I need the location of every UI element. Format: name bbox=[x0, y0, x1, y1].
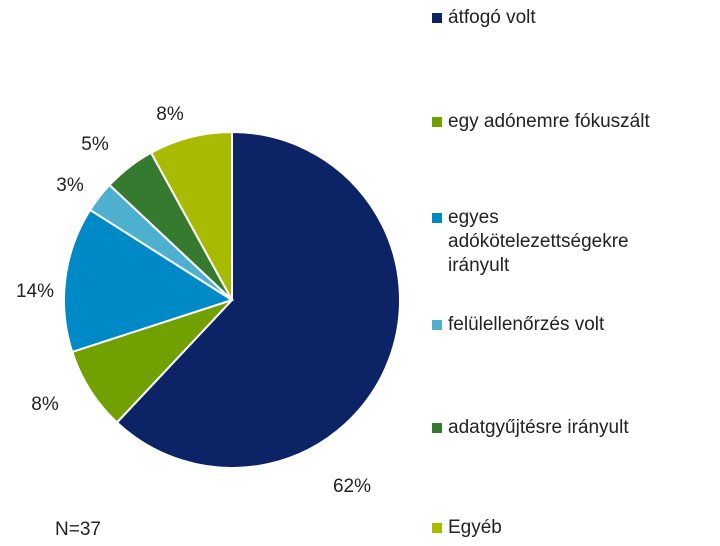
pie-slice bbox=[115, 130, 401, 469]
legend-item: átfogó volt bbox=[432, 6, 712, 30]
note: N=37 bbox=[55, 519, 101, 540]
pie-slice bbox=[149, 130, 233, 301]
legend-item: felülellenőrzés volt bbox=[432, 313, 712, 337]
legend-swatch bbox=[432, 117, 442, 127]
pie-slice bbox=[63, 208, 235, 354]
legend-label: átfogó volt bbox=[448, 7, 536, 28]
data-label: 8% bbox=[31, 394, 59, 415]
legend-item: egy adónemre fókuszált bbox=[432, 110, 712, 134]
data-label: 5% bbox=[81, 134, 109, 155]
legend-item: adatgyűjtésre irányult bbox=[432, 416, 712, 440]
legend-swatch bbox=[432, 523, 442, 533]
legend-item: Egyéb bbox=[432, 516, 712, 540]
legend-label: adatgyűjtésre irányult bbox=[448, 417, 629, 438]
legend-swatch bbox=[432, 423, 442, 433]
legend-label: egy adónemre fókuszált bbox=[448, 111, 650, 132]
data-label: 62% bbox=[333, 476, 371, 497]
data-label: 3% bbox=[56, 175, 84, 196]
legend-item: egyes adókötelezettségekre irányult bbox=[432, 206, 712, 278]
legend-label: egyes adókötelezettségekre irányult bbox=[448, 207, 629, 276]
legend-swatch bbox=[432, 13, 442, 23]
data-label: 8% bbox=[156, 104, 184, 125]
legend-label: felülellenőrzés volt bbox=[448, 314, 605, 335]
legend-label: Egyéb bbox=[448, 517, 502, 538]
data-label: 14% bbox=[16, 281, 54, 302]
legend-swatch bbox=[432, 213, 442, 223]
legend-swatch bbox=[432, 320, 442, 330]
